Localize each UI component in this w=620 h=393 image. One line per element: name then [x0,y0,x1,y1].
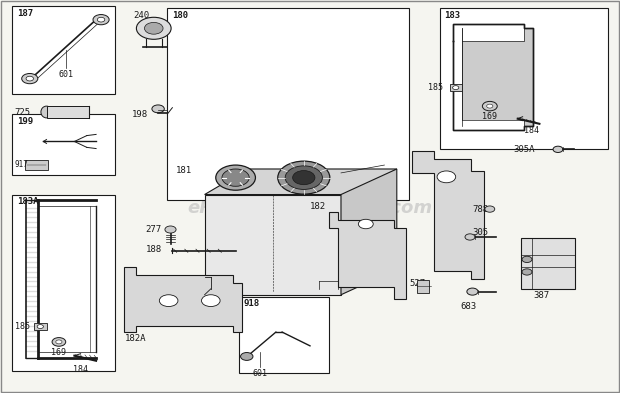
Text: 199: 199 [17,117,33,126]
Circle shape [522,256,532,263]
Text: 527: 527 [409,279,425,288]
Text: 183: 183 [445,11,461,20]
Bar [34,323,46,330]
Text: 683: 683 [460,302,476,311]
Text: 184: 184 [525,126,539,135]
Circle shape [222,169,249,186]
Text: 240: 240 [133,11,149,20]
Bar [440,8,608,149]
Circle shape [22,73,38,84]
Bar [12,195,115,371]
Bar [167,8,409,200]
Polygon shape [124,267,242,332]
Text: 182A: 182A [125,334,147,343]
Text: 182: 182 [310,202,326,211]
Polygon shape [205,195,341,295]
Circle shape [278,161,330,194]
Text: 788: 788 [472,205,489,213]
Circle shape [358,219,373,229]
Text: 601: 601 [253,369,268,378]
Polygon shape [453,24,533,126]
Bar [521,238,575,289]
Bar [450,84,462,91]
Circle shape [482,101,497,111]
Circle shape [93,15,109,25]
Polygon shape [205,169,397,195]
Circle shape [241,353,253,360]
Text: 725: 725 [14,108,30,116]
Circle shape [37,325,43,329]
Circle shape [437,171,456,183]
Text: 387: 387 [534,291,550,300]
Ellipse shape [41,106,52,118]
Bar [25,160,48,170]
Text: 198: 198 [132,110,148,119]
Polygon shape [412,151,484,279]
Text: 601: 601 [59,70,74,79]
Circle shape [285,166,322,189]
Circle shape [159,295,178,307]
Text: 169: 169 [482,112,497,121]
Circle shape [152,105,164,113]
Circle shape [97,17,105,22]
Circle shape [293,171,315,185]
Text: 305: 305 [472,228,489,237]
Circle shape [165,226,176,233]
Text: 169: 169 [51,348,66,357]
Text: 917: 917 [14,160,28,169]
Polygon shape [341,169,397,295]
Circle shape [485,206,495,212]
Text: 187: 187 [17,9,33,18]
Bar [46,106,89,118]
Text: 305A: 305A [513,145,535,154]
Text: 181: 181 [176,167,192,175]
Text: 188: 188 [146,245,162,254]
Circle shape [26,76,33,81]
Text: 918: 918 [243,299,259,309]
Circle shape [553,146,563,152]
Text: eReplacementParts.com: eReplacementParts.com [187,199,433,217]
Text: 185: 185 [16,322,30,331]
Bar [12,114,115,175]
Circle shape [202,295,220,307]
Text: 180: 180 [172,11,188,20]
Polygon shape [329,212,406,299]
Circle shape [487,104,493,108]
Circle shape [136,17,171,39]
Circle shape [56,340,62,344]
Text: 184: 184 [73,365,88,374]
Text: 277: 277 [146,226,162,234]
Circle shape [465,234,475,240]
Text: 183A: 183A [17,197,38,206]
Circle shape [144,22,163,34]
Bar [417,280,429,293]
Bar [239,297,329,373]
Bar [12,6,115,94]
Circle shape [467,288,478,295]
Circle shape [522,269,532,275]
Circle shape [453,86,459,90]
Circle shape [52,338,66,346]
Circle shape [216,165,255,190]
Text: 185: 185 [428,83,443,92]
